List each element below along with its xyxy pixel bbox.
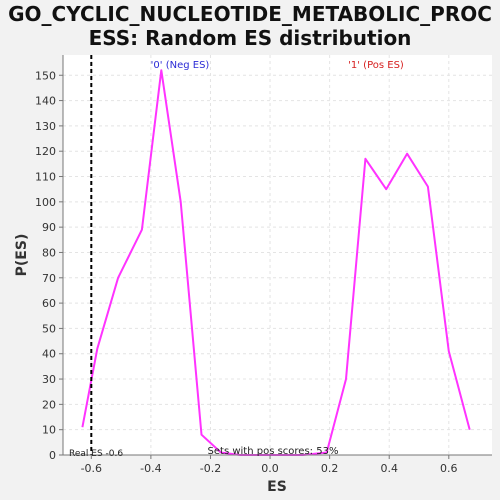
plot-area <box>63 55 492 455</box>
y-tick-label: 80 <box>42 246 56 259</box>
y-tick-label: 30 <box>42 373 56 386</box>
y-tick-label: 90 <box>42 221 56 234</box>
x-tick-label: -0.2 <box>200 462 221 475</box>
y-tick-label: 60 <box>42 297 56 310</box>
chart-title-line-1: GO_CYCLIC_NUCLEOTIDE_METABOLIC_PROC <box>8 2 492 26</box>
x-tick-label: 0.2 <box>321 462 339 475</box>
y-tick-label: 20 <box>42 398 56 411</box>
x-axis-label: ES <box>267 479 287 495</box>
pos-scores-footer: Sets with pos scores: 53% <box>208 446 339 457</box>
x-tick-label: 0.4 <box>380 462 398 475</box>
neg-es-label: '0' (Neg ES) <box>151 60 210 71</box>
y-tick-label: 40 <box>42 348 56 361</box>
y-tick-label: 100 <box>35 196 56 209</box>
y-tick-label: 70 <box>42 272 56 285</box>
chart-title: GO_CYCLIC_NUCLEOTIDE_METABOLIC_PROC ESS:… <box>0 2 500 50</box>
y-tick-label: 10 <box>42 424 56 437</box>
chart-title-line-2: ESS: Random ES distribution <box>88 26 412 50</box>
x-tick-label: 0.6 <box>440 462 458 475</box>
y-tick-label: 140 <box>35 95 56 108</box>
x-tick-label: 0.0 <box>261 462 279 475</box>
pos-es-label: '1' (Pos ES) <box>348 60 404 71</box>
real-es-label: Real ES -0.6 <box>69 449 123 459</box>
axes: 0 10 20 30 40 50 60 70 80 90 100 110 120 130 140 150 -0.… <box>35 55 492 475</box>
y-tick-label: 150 <box>35 69 56 82</box>
y-tick-label: 130 <box>35 120 56 133</box>
x-tick-label: -0.6 <box>81 462 102 475</box>
x-tick-label: -0.4 <box>140 462 161 475</box>
y-tick-label: 50 <box>42 322 56 335</box>
y-axis-label: P(ES) <box>14 234 30 277</box>
y-tick-label: 0 <box>49 449 56 462</box>
y-tick-label: 120 <box>35 145 56 158</box>
y-tick-label: 110 <box>35 171 56 184</box>
